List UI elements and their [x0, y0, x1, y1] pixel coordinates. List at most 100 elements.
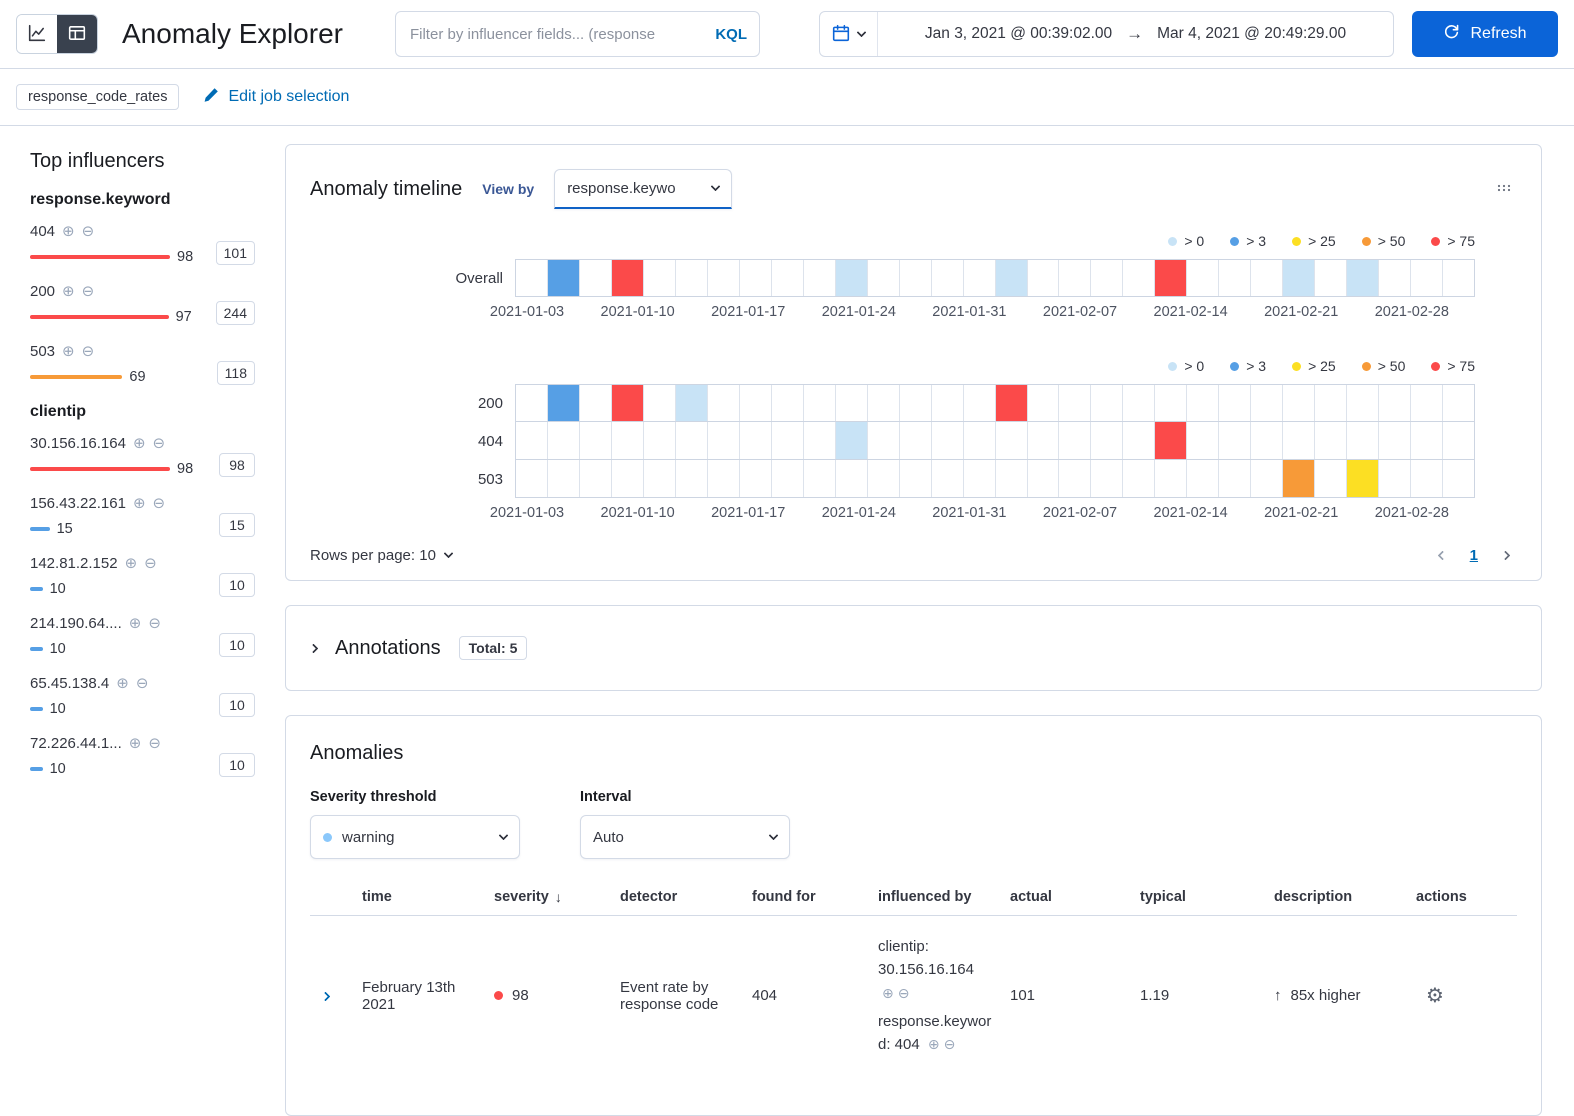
- swimlane-cell[interactable]: [1379, 385, 1412, 421]
- add-filter-icon[interactable]: ⊕: [62, 283, 75, 300]
- column-header-actions[interactable]: actions: [1408, 879, 1488, 915]
- swimlane-cell[interactable]: [1155, 260, 1188, 296]
- swimlane-cell[interactable]: [1347, 385, 1380, 421]
- swimlane-cell[interactable]: [1315, 260, 1348, 296]
- gear-icon[interactable]: ⚙: [1426, 984, 1444, 1007]
- swimlane-cell[interactable]: [1347, 460, 1380, 497]
- swimlane-cell[interactable]: [516, 422, 548, 459]
- add-filter-icon[interactable]: ⊕: [62, 343, 75, 360]
- swimlane-cell[interactable]: [516, 460, 548, 497]
- swimlane-cell[interactable]: [1283, 260, 1316, 296]
- swimlane-cell[interactable]: [676, 422, 708, 459]
- swimlane-cell[interactable]: [580, 260, 612, 296]
- view-by-select[interactable]: response.keywo: [554, 169, 733, 209]
- swimlane-cell[interactable]: [548, 460, 580, 497]
- remove-filter-icon[interactable]: ⊖: [135, 675, 149, 692]
- influencer-filter-input[interactable]: [407, 24, 708, 44]
- swimlane-cell[interactable]: [1283, 422, 1316, 459]
- swimlane-cell[interactable]: [1155, 385, 1188, 421]
- swimlane-cell[interactable]: [836, 385, 868, 421]
- swimlane-cell[interactable]: [611, 260, 644, 296]
- anomaly-explorer-view-button[interactable]: [17, 15, 57, 53]
- start-date[interactable]: Jan 3, 2021 @ 00:39:02.00: [924, 25, 1113, 42]
- swimlane-cell[interactable]: [1187, 460, 1220, 497]
- remove-filter-icon[interactable]: ⊖: [152, 435, 166, 452]
- swimlane-cell[interactable]: [547, 260, 580, 296]
- remove-filter-icon[interactable]: ⊖: [943, 1036, 956, 1052]
- column-header-actual[interactable]: actual: [1002, 879, 1132, 915]
- swimlane-cell[interactable]: [1315, 422, 1348, 459]
- swimlane-cell[interactable]: [835, 260, 868, 296]
- swimlane-cell[interactable]: [676, 260, 708, 296]
- column-header-detector[interactable]: detector: [612, 879, 744, 915]
- column-header-severity[interactable]: severity ↓: [486, 879, 612, 915]
- swimlane-cell[interactable]: [868, 422, 900, 459]
- column-header-found-for[interactable]: found for: [744, 879, 870, 915]
- swimlane-cell[interactable]: [1347, 260, 1380, 296]
- swimlane-cell[interactable]: [1411, 422, 1444, 459]
- swimlane-cell[interactable]: [1219, 260, 1252, 296]
- swimlane-cell[interactable]: [1219, 460, 1252, 497]
- swimlane-cell[interactable]: [932, 385, 964, 421]
- add-filter-icon[interactable]: ⊕: [132, 435, 146, 452]
- expand-row-icon[interactable]: [320, 991, 331, 1002]
- swimlane-cell[interactable]: [932, 460, 964, 497]
- swimlane-cell[interactable]: [1187, 260, 1220, 296]
- date-quick-select-button[interactable]: [820, 12, 878, 56]
- swimlane-cell[interactable]: [1091, 460, 1124, 497]
- add-filter-icon[interactable]: ⊕: [62, 223, 75, 240]
- swimlane-cell[interactable]: [1155, 422, 1188, 459]
- add-filter-icon[interactable]: ⊕: [882, 984, 894, 1001]
- swimlane-cell[interactable]: [1411, 385, 1444, 421]
- swimlane-cell[interactable]: [1059, 460, 1092, 497]
- swimlane-cell[interactable]: [611, 385, 644, 421]
- swimlane-cell[interactable]: [1379, 422, 1412, 459]
- swimlane-cell[interactable]: [772, 460, 804, 497]
- swimlane-cell[interactable]: [900, 260, 932, 296]
- swimlane-cell[interactable]: [1091, 422, 1124, 459]
- swimlane-cell[interactable]: [1251, 460, 1284, 497]
- swimlane-cell[interactable]: [740, 422, 772, 459]
- swimlane-cell[interactable]: [1379, 260, 1412, 296]
- swimlane-cell[interactable]: [1315, 385, 1348, 421]
- remove-filter-icon[interactable]: ⊖: [144, 555, 157, 572]
- job-id-badge[interactable]: response_code_rates: [16, 84, 180, 110]
- swimlane-cell[interactable]: [1347, 422, 1380, 459]
- swimlane-cell[interactable]: [804, 460, 836, 497]
- panel-options-button[interactable]: [1491, 176, 1517, 202]
- swimlane-cell[interactable]: [644, 260, 676, 296]
- swimlane-cell[interactable]: [676, 460, 708, 497]
- swimlane-cell[interactable]: [964, 422, 996, 459]
- swimlane-cell[interactable]: [964, 260, 996, 296]
- edit-job-selection-link[interactable]: Edit job selection: [203, 87, 349, 108]
- swimlane-cell[interactable]: [740, 260, 772, 296]
- remove-filter-icon[interactable]: ⊖: [148, 735, 161, 752]
- swimlane-cell[interactable]: [612, 460, 644, 497]
- swimlane-cell[interactable]: [1123, 422, 1156, 459]
- swimlane-cell[interactable]: [644, 460, 676, 497]
- swimlane-cell[interactable]: [580, 460, 612, 497]
- add-filter-icon[interactable]: ⊕: [116, 675, 129, 692]
- swimlane-cell[interactable]: [868, 260, 900, 296]
- swimlane-cell[interactable]: [612, 422, 644, 459]
- swimlane-cell[interactable]: [1028, 260, 1060, 296]
- swimlane-cell[interactable]: [708, 260, 740, 296]
- swimlane-cell[interactable]: [1411, 260, 1444, 296]
- remove-filter-icon[interactable]: ⊖: [148, 615, 161, 632]
- swimlane-cell[interactable]: [1028, 460, 1060, 497]
- page-1-button[interactable]: 1: [1469, 547, 1478, 564]
- swimlane-cell[interactable]: [1155, 460, 1188, 497]
- add-filter-icon[interactable]: ⊕: [927, 1036, 940, 1052]
- swimlane-cell[interactable]: [644, 385, 676, 421]
- swimlane-cell[interactable]: [900, 422, 932, 459]
- single-metric-view-button[interactable]: [57, 15, 97, 53]
- column-header-description[interactable]: description: [1266, 879, 1408, 915]
- add-filter-icon[interactable]: ⊕: [128, 735, 142, 752]
- swimlane-cell[interactable]: [964, 460, 996, 497]
- end-date[interactable]: Mar 4, 2021 @ 20:49:29.00: [1157, 25, 1347, 42]
- add-filter-icon[interactable]: ⊕: [128, 615, 142, 632]
- kql-syntax-toggle[interactable]: KQL: [715, 25, 747, 43]
- swimlane-cell[interactable]: [1411, 460, 1444, 497]
- swimlane-cell[interactable]: [708, 422, 740, 459]
- swimlane-cell[interactable]: [1028, 385, 1060, 421]
